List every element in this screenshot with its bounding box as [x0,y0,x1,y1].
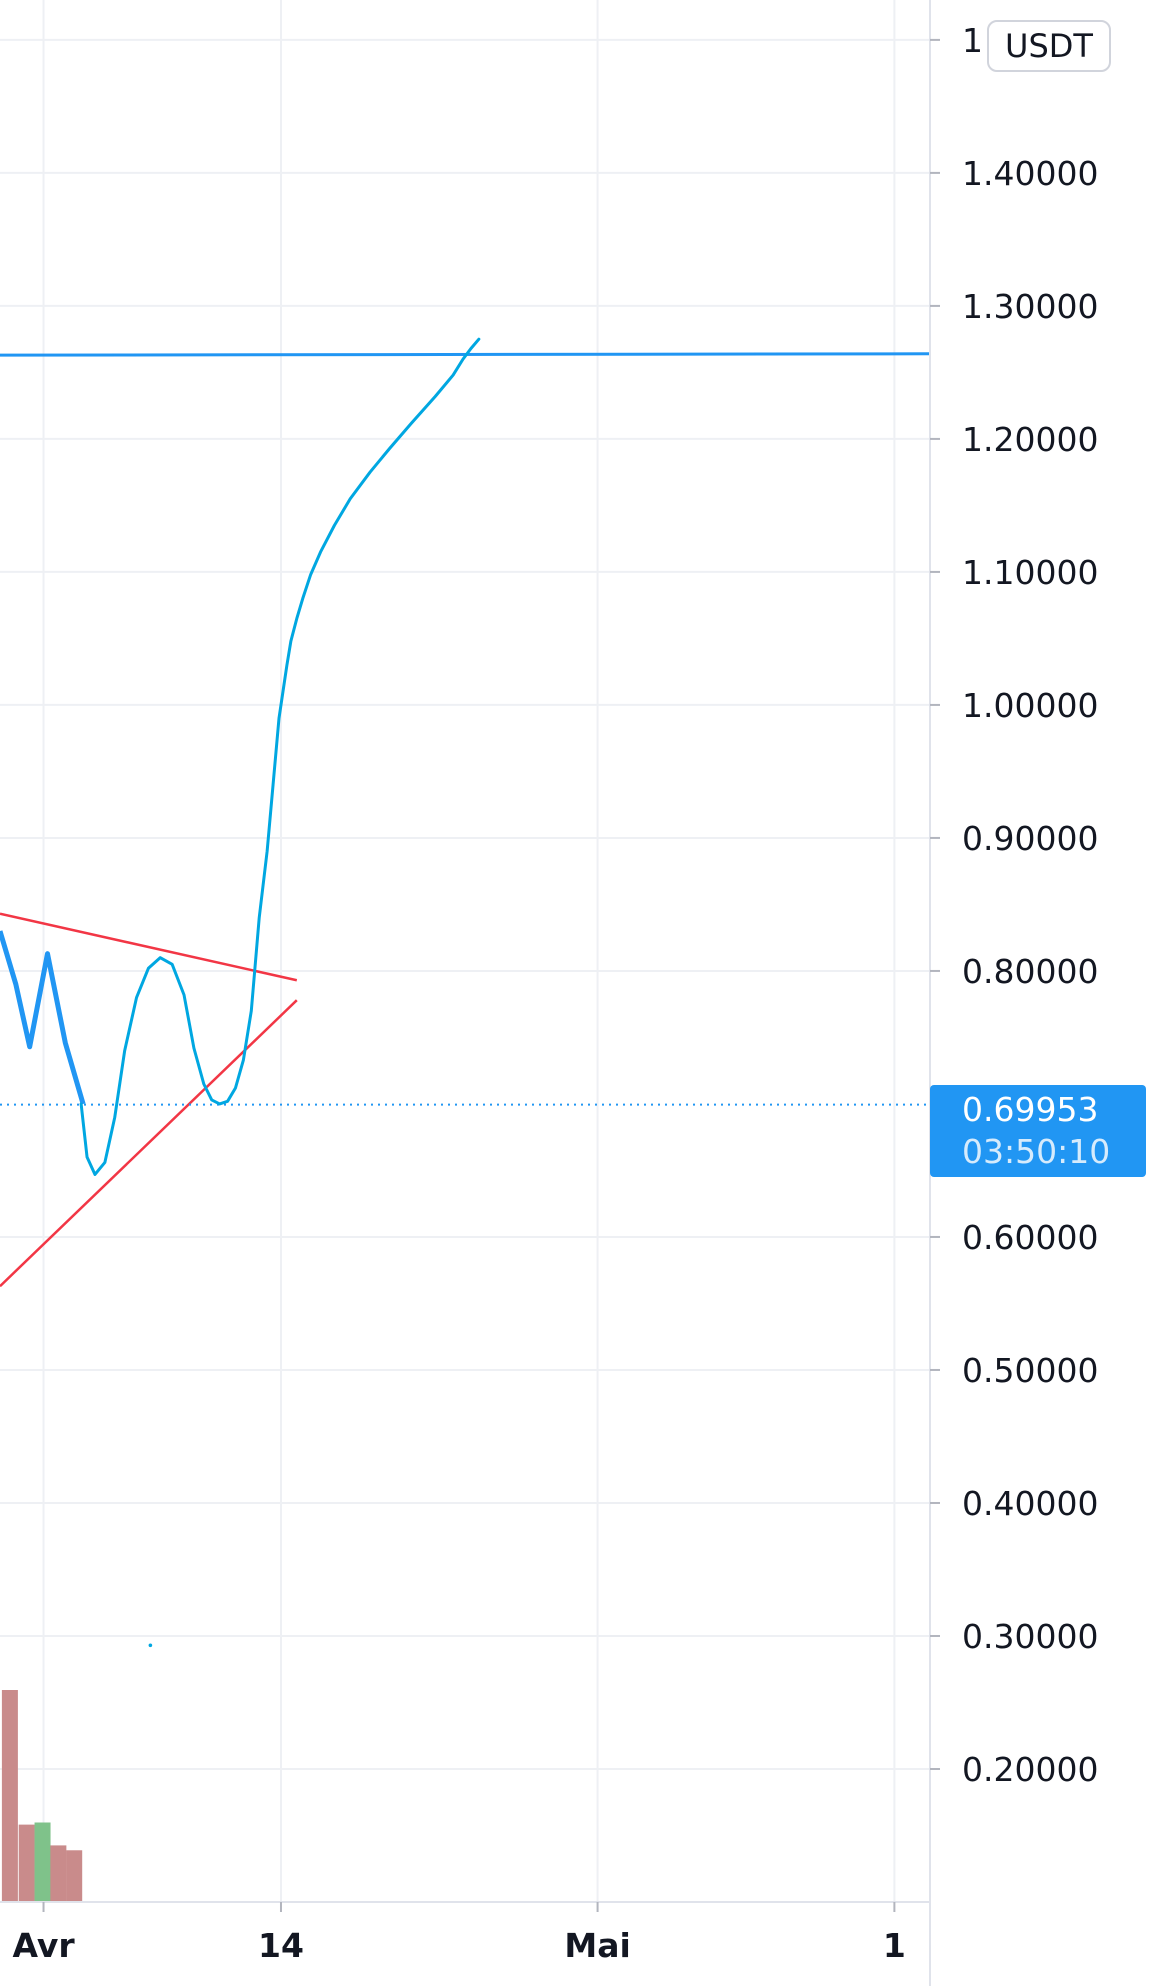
x-tick-label: Avr [12,1926,75,1965]
y-tick-label: 0.90000 [962,819,1098,858]
y-tick-label: 1.10000 [962,553,1098,592]
last-price-value: 0.69953 [962,1090,1099,1129]
y-tick-label: 0.40000 [962,1484,1098,1523]
y-tick-label: 1 [962,21,983,60]
y-tick-label: 0.80000 [962,952,1098,991]
volume-bars [1,1690,83,1902]
x-tick-label: Mai [564,1926,630,1965]
last-price-label: 0.69953 03:50:10 [930,1085,1146,1177]
volume-bar [1,1690,18,1902]
lower-trendline [0,999,298,1288]
chart-grid [0,0,930,1902]
stray-point [148,1643,153,1648]
y-tick-label: 0.30000 [962,1617,1098,1656]
volume-bar [66,1850,83,1902]
y-tick-label: 1.20000 [962,420,1098,459]
x-tick-label: 14 [258,1926,304,1965]
y-tick-label: 1.00000 [962,686,1098,725]
y-tick-label: 0.50000 [962,1351,1098,1390]
volume-bar [50,1845,67,1902]
volume-bar [34,1822,51,1902]
y-tick-label: 1.30000 [962,287,1098,326]
bar-countdown: 03:50:10 [962,1132,1111,1171]
price-axis: 1 1.40000 1.30000 1.20000 1.10000 1.00000 0.90… [930,21,1098,1789]
upper-trendline [0,912,298,982]
y-tick-label: 0.60000 [962,1218,1098,1257]
y-tick-label: 1.40000 [962,154,1098,193]
projection-path [79,337,481,1176]
x-tick-label: 1 [883,1926,906,1965]
chart-lines [0,337,931,1648]
price-series-line [0,930,86,1105]
time-axis: Avr 14 Mai 1 [12,1902,906,1965]
volume-bar [18,1824,35,1902]
y-tick-label: 0.20000 [962,1750,1098,1789]
currency-badge[interactable]: USDT [987,20,1111,72]
